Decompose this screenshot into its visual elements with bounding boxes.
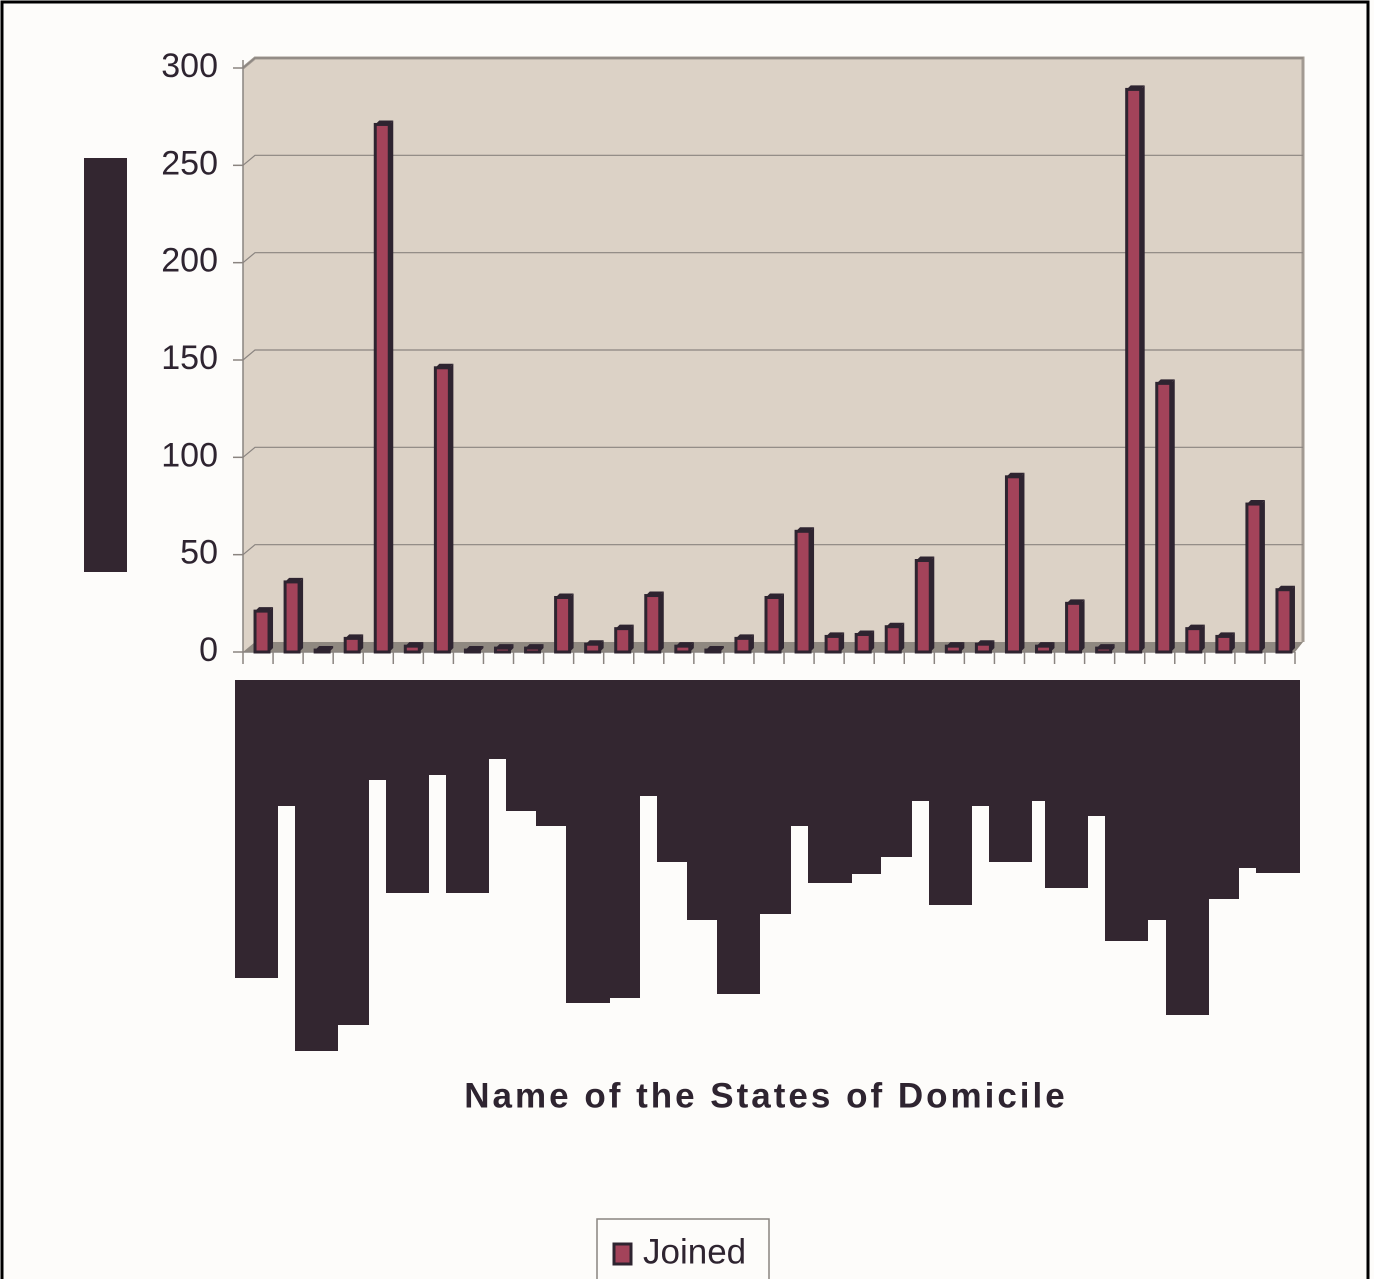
bar (253, 609, 271, 654)
bar (854, 632, 872, 654)
bar (824, 634, 842, 654)
plot-area (243, 58, 1303, 652)
bar (493, 646, 511, 654)
bar (524, 646, 542, 654)
legend-label: Joined (643, 1232, 746, 1271)
bar (373, 122, 391, 654)
bar (734, 636, 752, 654)
y-tick-label: 0 (199, 631, 218, 669)
grid-line (242, 154, 1303, 166)
y-tick-label: 150 (161, 339, 218, 377)
bar (433, 366, 451, 654)
grid-line (242, 446, 1303, 458)
y-tick-label: 100 (161, 436, 218, 474)
bar (403, 644, 421, 654)
bar (1275, 588, 1293, 654)
redacted-y-title (84, 158, 127, 572)
bar (313, 648, 331, 654)
bar (1065, 601, 1083, 654)
bar (1215, 634, 1233, 654)
bar (974, 642, 992, 654)
grid-line (242, 349, 1303, 361)
y-tick-label: 50 (180, 534, 218, 572)
bar (1095, 646, 1113, 654)
y-tick-label: 300 (161, 47, 218, 85)
bar (1125, 87, 1143, 654)
bar (944, 644, 962, 654)
bar (794, 529, 812, 654)
y-tick-label: 200 (161, 242, 218, 280)
y-tick-label: 250 (161, 144, 218, 182)
redacted-category-labels (235, 680, 1300, 1051)
bar (884, 625, 902, 654)
grid-line (242, 252, 1303, 264)
bar (554, 595, 572, 654)
bar (343, 636, 361, 654)
bar (463, 648, 481, 654)
bar (283, 580, 301, 654)
bar (1245, 502, 1263, 654)
bar (764, 595, 782, 654)
bar (1035, 644, 1053, 654)
bar (674, 644, 692, 654)
bar (644, 594, 662, 654)
bar (584, 642, 602, 654)
bar (914, 559, 932, 654)
bar (704, 648, 722, 654)
grid-line (242, 57, 1303, 69)
bar (614, 627, 632, 654)
bar (1185, 627, 1203, 654)
legend-swatch (612, 1242, 633, 1266)
x-axis-title: Name of the States of Domicile (464, 1076, 1067, 1115)
grid-line (242, 544, 1303, 556)
bar (1155, 381, 1173, 654)
bar (1004, 475, 1022, 654)
